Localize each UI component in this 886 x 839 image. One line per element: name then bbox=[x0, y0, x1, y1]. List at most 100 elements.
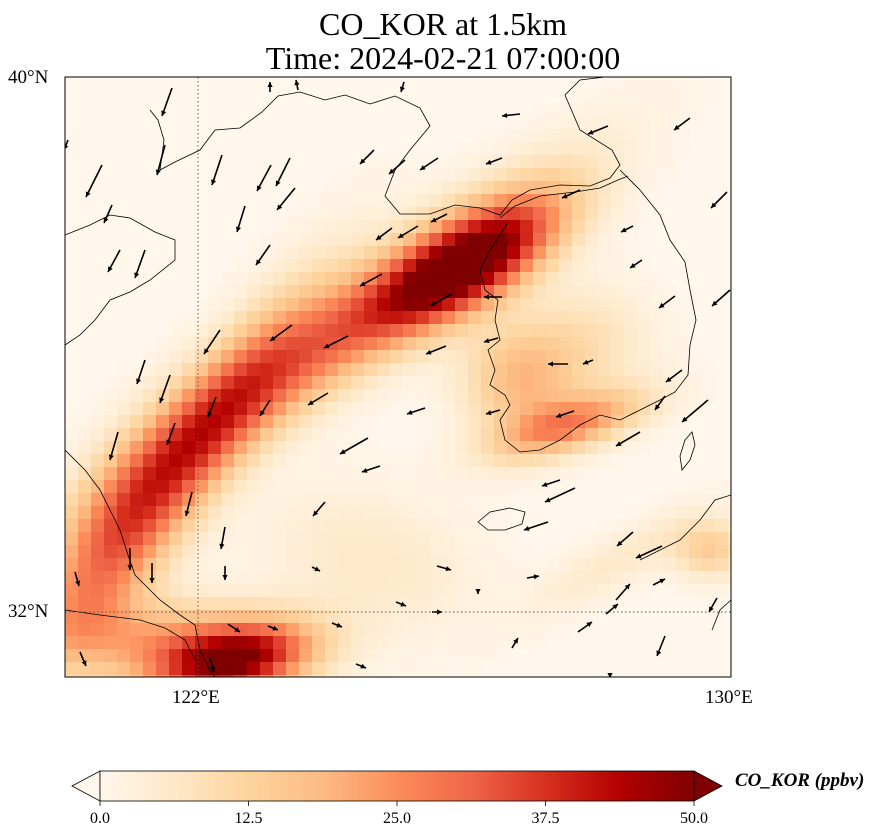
field-cell bbox=[533, 142, 547, 156]
coastline-kyushu bbox=[639, 494, 731, 631]
field-cell bbox=[143, 428, 157, 442]
field-cell bbox=[442, 532, 456, 546]
wind-arrow-head bbox=[588, 129, 594, 135]
field-cell bbox=[442, 246, 456, 260]
field-cell bbox=[78, 454, 92, 468]
field-cell bbox=[234, 363, 248, 377]
field-cell bbox=[338, 272, 352, 286]
field-cell bbox=[416, 428, 430, 442]
field-cell bbox=[416, 350, 430, 364]
field-cell bbox=[481, 246, 495, 260]
colorbar-label: CO_KOR (ppbv) bbox=[735, 770, 865, 791]
field-cell bbox=[507, 545, 521, 559]
field-cell bbox=[611, 298, 625, 312]
field-cell bbox=[286, 493, 300, 507]
field-cell bbox=[130, 571, 144, 585]
field-cell bbox=[403, 545, 417, 559]
field-cell bbox=[312, 298, 326, 312]
field-cell bbox=[507, 311, 521, 325]
field-cell bbox=[390, 558, 404, 572]
field-cell bbox=[650, 532, 664, 546]
field-cell bbox=[286, 324, 300, 338]
field-cell bbox=[624, 272, 638, 286]
field-cell bbox=[598, 402, 612, 416]
field-cell bbox=[559, 376, 573, 390]
field-cell bbox=[91, 662, 105, 676]
field-cell bbox=[325, 649, 339, 663]
field-cell bbox=[286, 285, 300, 299]
field-cell bbox=[572, 142, 586, 156]
field-cell bbox=[312, 610, 326, 624]
field-cell bbox=[585, 233, 599, 247]
field-cell bbox=[208, 415, 222, 429]
field-cell bbox=[481, 129, 495, 143]
field-cell bbox=[234, 493, 248, 507]
field-cell bbox=[585, 337, 599, 351]
field-cell bbox=[507, 571, 521, 585]
field-cell bbox=[299, 220, 313, 234]
wind-arrow-head bbox=[513, 638, 518, 644]
field-cell bbox=[91, 402, 105, 416]
field-cell bbox=[546, 298, 560, 312]
field-cell bbox=[572, 129, 586, 143]
field-cell bbox=[468, 428, 482, 442]
field-cell bbox=[299, 610, 313, 624]
field-cell bbox=[468, 246, 482, 260]
field-cell bbox=[351, 428, 365, 442]
field-cell bbox=[481, 181, 495, 195]
field-cell bbox=[403, 480, 417, 494]
colorbar-tick-label-3: 37.5 bbox=[531, 810, 560, 827]
field-cell bbox=[390, 311, 404, 325]
wind-arrow-head bbox=[583, 359, 589, 365]
wind-arrow-shaft bbox=[85, 164, 103, 198]
field-cell bbox=[442, 233, 456, 247]
field-cell bbox=[663, 402, 677, 416]
field-cell bbox=[364, 649, 378, 663]
field-cell bbox=[598, 350, 612, 364]
field-cell bbox=[65, 415, 79, 429]
field-cell bbox=[455, 662, 469, 676]
field-cell bbox=[117, 467, 131, 481]
field-cell bbox=[481, 597, 495, 611]
field-cell bbox=[195, 337, 209, 351]
field-cell bbox=[533, 480, 547, 494]
field-cell bbox=[546, 610, 560, 624]
wind-arrow-head bbox=[437, 609, 442, 615]
field-cell bbox=[559, 415, 573, 429]
field-cell bbox=[585, 597, 599, 611]
wind-arrow-head bbox=[75, 580, 81, 586]
field-cell bbox=[91, 584, 105, 598]
field-cell bbox=[494, 337, 508, 351]
field-cell bbox=[325, 298, 339, 312]
field-cell bbox=[351, 233, 365, 247]
field-cell bbox=[559, 545, 573, 559]
field-cell bbox=[351, 623, 365, 637]
field-cell bbox=[403, 246, 417, 260]
field-cell bbox=[351, 584, 365, 598]
field-cell bbox=[221, 636, 235, 650]
field-cell bbox=[637, 311, 651, 325]
field-cell bbox=[494, 389, 508, 403]
field-cell bbox=[325, 506, 339, 520]
field-cell bbox=[481, 467, 495, 481]
field-cell bbox=[702, 493, 716, 507]
field-cell bbox=[390, 506, 404, 520]
field-cell bbox=[533, 584, 547, 598]
field-cell bbox=[520, 376, 534, 390]
field-cell bbox=[169, 350, 183, 364]
field-cell bbox=[611, 337, 625, 351]
field-cell bbox=[143, 545, 157, 559]
field-cell bbox=[494, 467, 508, 481]
field-cell bbox=[624, 532, 638, 546]
field-cell bbox=[169, 558, 183, 572]
field-cell bbox=[559, 129, 573, 143]
field-cell bbox=[455, 558, 469, 572]
field-cell bbox=[611, 402, 625, 416]
field-cell bbox=[520, 363, 534, 377]
field-cell bbox=[390, 662, 404, 676]
field-cell bbox=[468, 233, 482, 247]
field-cell bbox=[468, 363, 482, 377]
field-cell bbox=[650, 363, 664, 377]
field-cell bbox=[572, 259, 586, 273]
field-cell bbox=[455, 584, 469, 598]
